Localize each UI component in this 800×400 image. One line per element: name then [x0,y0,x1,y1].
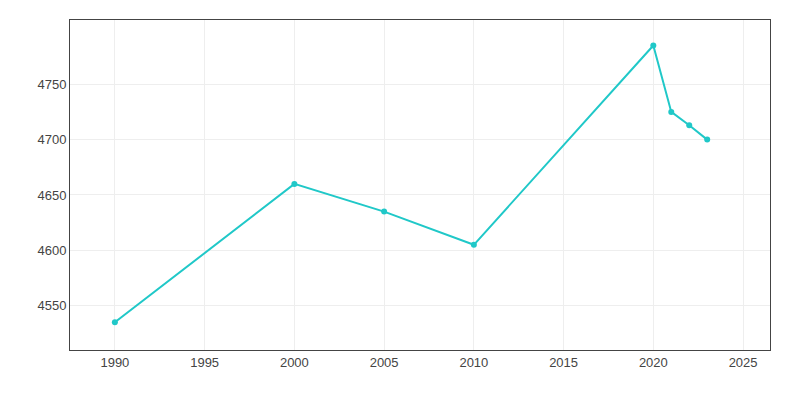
svg-text:2020: 2020 [639,355,668,370]
svg-text:4600: 4600 [37,243,66,258]
svg-text:4750: 4750 [37,77,66,92]
svg-text:1995: 1995 [190,355,219,370]
svg-text:2005: 2005 [370,355,399,370]
svg-text:2000: 2000 [280,355,309,370]
svg-text:2015: 2015 [549,355,578,370]
svg-text:2025: 2025 [729,355,758,370]
svg-text:1990: 1990 [100,355,129,370]
svg-text:4550: 4550 [37,298,66,313]
svg-text:4700: 4700 [37,132,66,147]
svg-text:4650: 4650 [37,188,66,203]
svg-text:2010: 2010 [459,355,488,370]
